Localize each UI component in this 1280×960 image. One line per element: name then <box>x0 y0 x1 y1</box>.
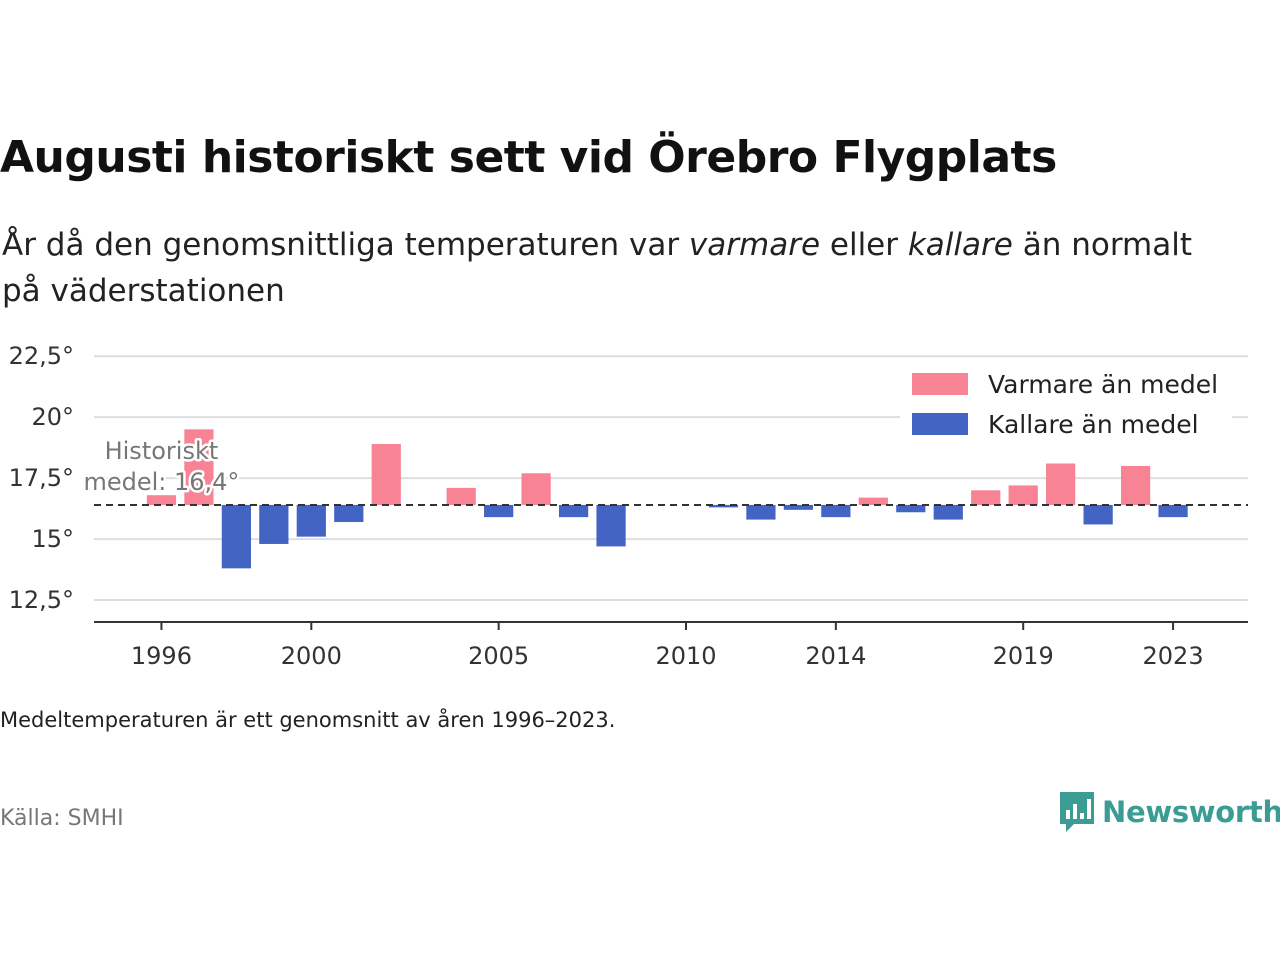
brand-name: Newsworthy <box>1102 795 1280 829</box>
subtitle-part-1: År då den genomsnittliga temperaturen va… <box>2 227 689 263</box>
bar-colder <box>933 504 963 520</box>
brand-logo: Newsworthy <box>1058 790 1280 834</box>
bar-colder <box>259 504 289 544</box>
x-tick-label: 2000 <box>281 642 342 670</box>
legend-swatch-warmer <box>912 373 968 395</box>
bar-colder <box>746 504 776 520</box>
bar-warmer <box>1120 465 1151 505</box>
x-tick-label: 1996 <box>131 642 192 670</box>
newsworthy-logo-icon <box>1060 792 1094 832</box>
legend-swatch-colder <box>912 413 968 435</box>
bar-colder <box>334 504 364 523</box>
x-tick-label: 2019 <box>993 642 1054 670</box>
x-tick-label: 2005 <box>468 642 529 670</box>
bar-colder <box>783 504 814 510</box>
bar-warmer <box>1046 463 1076 505</box>
bar-chart: 12,5° 15° 17,5° 20° 22,5° 1996 2000 2005 2010 20… <box>9 342 1248 670</box>
bar-colder <box>484 504 514 518</box>
y-tick-label: 22,5° <box>9 342 74 370</box>
bars <box>146 429 1188 569</box>
y-tick-label: 12,5° <box>9 586 74 614</box>
y-axis-tick-labels: 12,5° 15° 17,5° 20° 22,5° <box>9 342 74 614</box>
bar-colder <box>896 504 926 513</box>
bar-warmer <box>1008 485 1038 505</box>
bar-colder <box>596 504 626 547</box>
subtitle: År då den genomsnittliga temperaturen va… <box>2 222 1232 314</box>
bar-colder <box>221 504 251 569</box>
page-title: Augusti historiskt sett vid Örebro Flygp… <box>0 132 1057 183</box>
x-tick-label: 2014 <box>805 642 866 670</box>
bar-colder <box>1158 504 1188 518</box>
bar-colder <box>821 504 851 518</box>
bar-warmer <box>184 429 214 505</box>
bar-warmer <box>858 497 888 505</box>
bar-colder <box>296 504 326 537</box>
bar-colder <box>708 504 739 508</box>
x-axis-ticks: 1996 2000 2005 2010 2014 2019 2023 <box>131 622 1204 670</box>
bar-warmer <box>146 495 177 505</box>
subtitle-cold-word: kallare <box>907 227 1013 263</box>
legend: Varmare än medel Kallare än medel <box>900 360 1232 448</box>
source-text: Källa: SMHI <box>0 806 124 831</box>
legend-label-warmer: Varmare än medel <box>988 370 1218 399</box>
bar-warmer <box>446 487 476 505</box>
bar-warmer <box>521 473 551 505</box>
subtitle-part-3: än normalt på väderstationen <box>2 227 1192 309</box>
x-tick-label: 2023 <box>1143 642 1204 670</box>
footnote: Medeltemperaturen är ett genomsnitt av å… <box>0 708 616 732</box>
y-tick-label: 15° <box>31 525 74 553</box>
y-tick-label: 17,5° <box>9 464 74 492</box>
mean-label-line-1: Historiskt <box>105 437 219 465</box>
subtitle-part-2: eller <box>820 227 908 263</box>
legend-label-colder: Kallare än medel <box>988 410 1199 439</box>
bar-colder <box>558 504 589 518</box>
x-tick-label: 2010 <box>655 642 716 670</box>
bar-warmer <box>971 490 1001 505</box>
bar-warmer <box>371 443 401 505</box>
bar-colder <box>1083 504 1113 525</box>
mean-label-line-2: medel: 16,4° <box>83 468 239 496</box>
subtitle-warm-word: varmare <box>688 227 821 263</box>
y-tick-label: 20° <box>31 403 74 431</box>
